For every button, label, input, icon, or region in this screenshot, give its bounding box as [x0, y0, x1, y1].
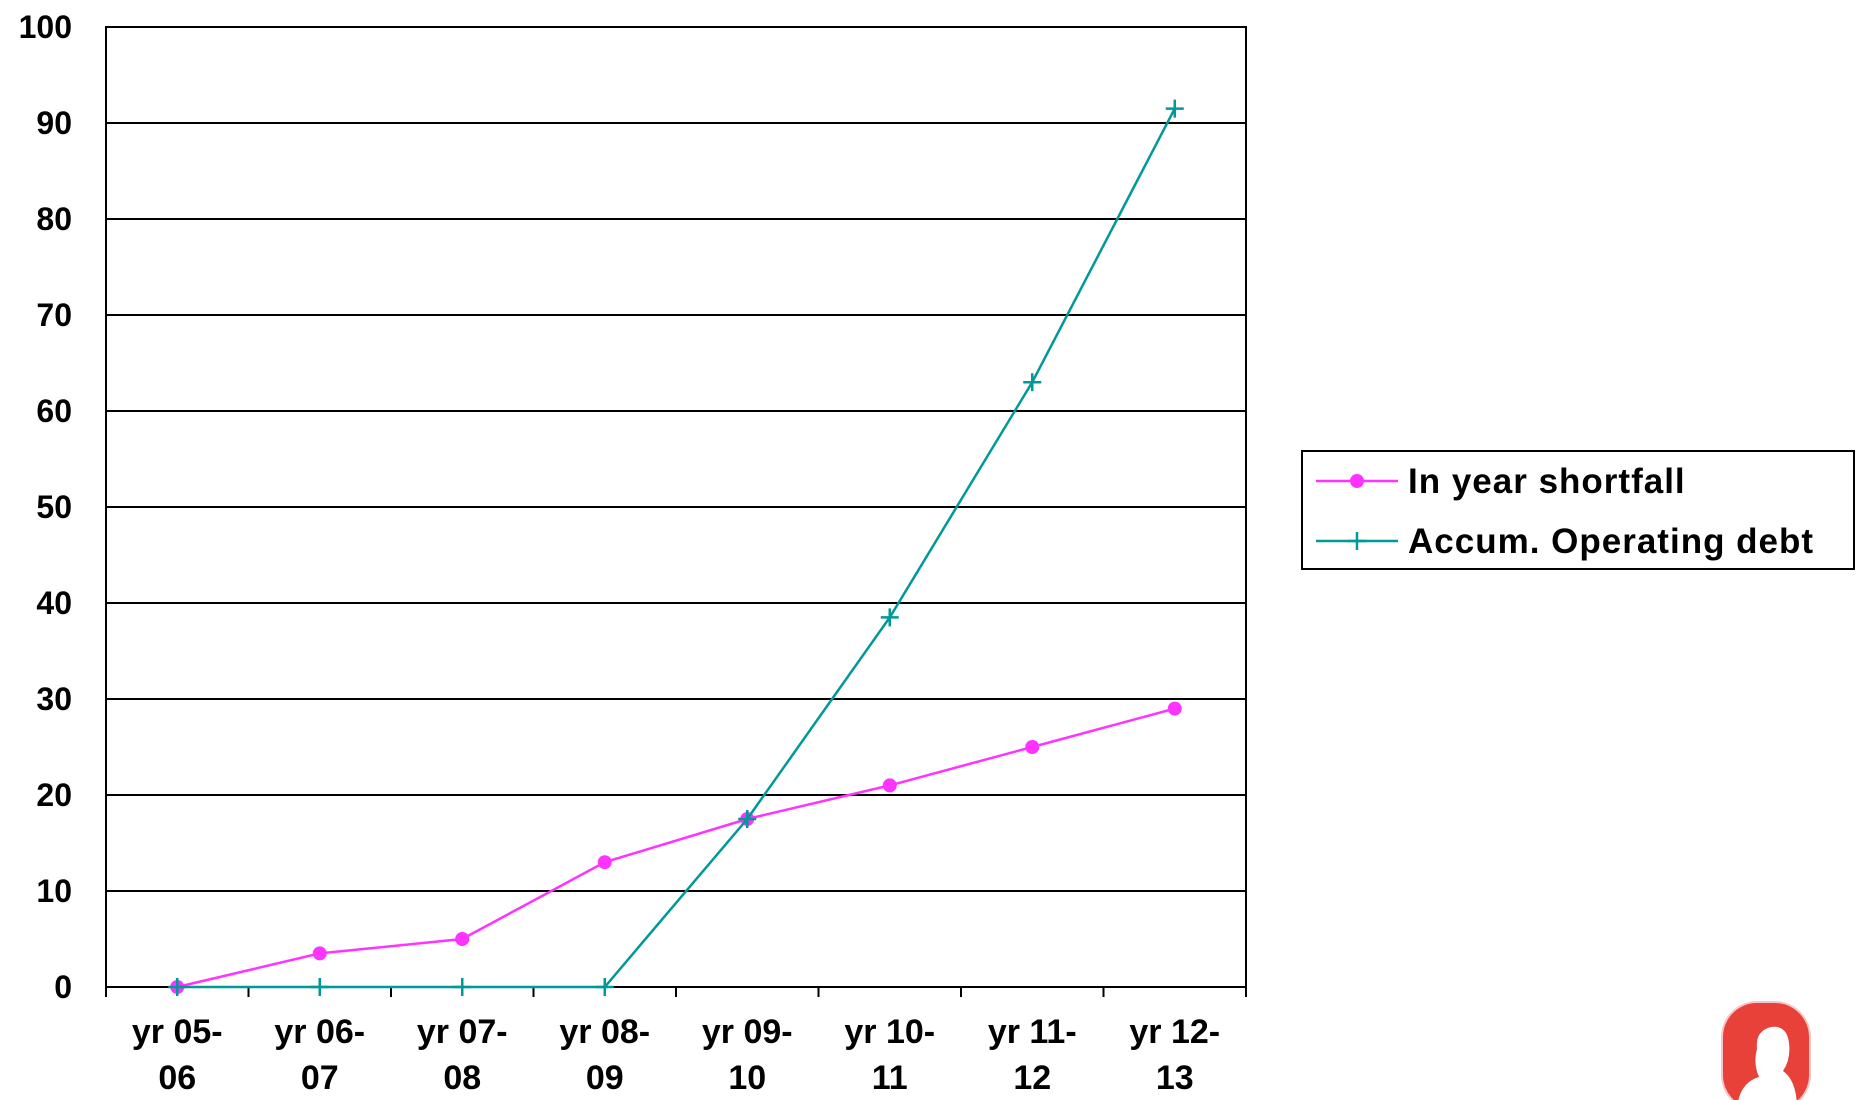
series-line-1 — [177, 108, 1176, 989]
x-tick-label: yr 07-08 — [417, 1013, 508, 1097]
y-tick-label: 100 — [19, 9, 72, 45]
y-tick-label: 20 — [36, 777, 72, 813]
y-tick-label: 70 — [36, 297, 72, 333]
y-tick-label: 90 — [36, 105, 72, 141]
silhouette-portrait-logo-icon — [1721, 1001, 1811, 1100]
y-tick-label: 0 — [54, 969, 72, 1005]
series-line-0 — [176, 707, 1176, 989]
logo-silhouette — [1738, 1026, 1797, 1100]
legend-entry: Accum. Operating debt — [1316, 522, 1814, 561]
data-point — [312, 946, 327, 961]
legend-label: Accum. Operating debt — [1408, 522, 1814, 561]
x-tick-label: yr 08-09 — [559, 1013, 650, 1097]
legend-marker — [1350, 474, 1364, 488]
legend-entry: In year shortfall — [1316, 462, 1686, 501]
data-point — [1025, 740, 1040, 754]
x-tick-label: yr 06-07 — [274, 1013, 365, 1097]
data-point — [453, 978, 472, 996]
data-point — [595, 978, 614, 996]
series — [168, 99, 1184, 996]
x-tick-label: yr 12-13 — [1129, 1013, 1220, 1097]
legend-box — [1301, 450, 1855, 570]
x-tick-label: yr 05-06 — [132, 1013, 223, 1097]
data-point — [597, 855, 612, 870]
y-tick-label: 50 — [36, 489, 72, 525]
data-point — [455, 932, 470, 946]
data-point — [738, 810, 757, 828]
gridlines — [106, 26, 1246, 988]
legend: In year shortfall Accum. Operating debt — [1301, 450, 1855, 570]
y-tick-label: 40 — [36, 585, 72, 621]
data-point — [1165, 99, 1184, 118]
x-tick-label: yr 09-10 — [702, 1013, 793, 1097]
y-tick-label: 30 — [36, 681, 72, 717]
y-tick-label: 60 — [36, 393, 72, 429]
data-point — [1167, 701, 1182, 716]
axes: 0 10 20 30 40 50 60 70 80 90 100 yr 05-06 yr 06-07 yr… — [19, 9, 1247, 1097]
y-tick-label: 10 — [36, 873, 72, 909]
legend-label: In year shortfall — [1408, 462, 1686, 501]
x-tick-label: yr 11-12 — [988, 1013, 1077, 1097]
data-point — [168, 978, 187, 996]
y-tick-label: 80 — [36, 201, 72, 237]
legend-marker — [1348, 532, 1366, 550]
data-point — [880, 608, 899, 627]
x-tick-label: yr 10-11 — [844, 1013, 935, 1097]
data-point — [1023, 373, 1042, 392]
data-point — [882, 778, 897, 793]
data-point — [310, 978, 329, 996]
